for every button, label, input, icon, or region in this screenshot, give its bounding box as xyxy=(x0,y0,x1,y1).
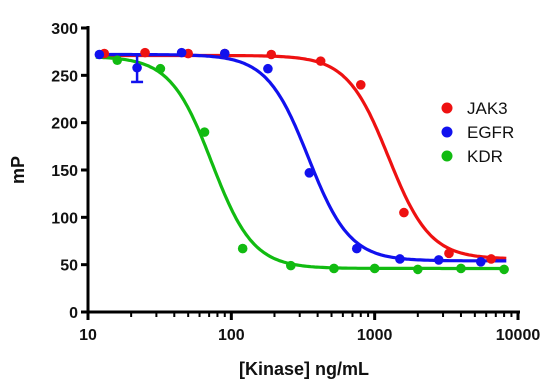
y-tick-label: 100 xyxy=(51,210,78,227)
axes: 0 50 100 150 200 250 300 10 100 1000 10000 xyxy=(51,21,540,344)
data-point-kdr xyxy=(456,263,466,274)
x-tick-label: 10 xyxy=(79,327,97,344)
data-point-kdr xyxy=(369,263,380,274)
data-point-kdr xyxy=(199,127,210,137)
fit-curve-kdr xyxy=(95,55,507,271)
y-tick-label: 300 xyxy=(51,21,78,38)
data-point-jak3 xyxy=(140,47,150,58)
legend-marker-jak3 xyxy=(441,102,453,114)
data-point-jak3 xyxy=(399,207,409,218)
data-point-jak3 xyxy=(355,80,366,90)
x-tick-label: 100 xyxy=(218,327,245,344)
legend-marker-kdr xyxy=(441,150,453,162)
data-point-egfr xyxy=(219,48,230,59)
data-point-jak3 xyxy=(486,254,496,264)
fit-curves xyxy=(95,52,507,271)
data-point-kdr xyxy=(329,263,339,274)
data-point-kdr xyxy=(413,264,423,275)
data-point-jak3 xyxy=(266,49,277,60)
legend-label: KDR xyxy=(467,147,503,166)
data-point-egfr xyxy=(433,255,444,265)
data-point-egfr xyxy=(263,63,273,74)
data-point-egfr xyxy=(132,62,142,73)
data-point-egfr xyxy=(351,243,362,254)
legend-marker-egfr xyxy=(441,126,453,138)
y-tick-label: 250 xyxy=(51,68,78,85)
y-tick-label: 50 xyxy=(60,258,78,275)
y-tick-label: 0 xyxy=(69,305,78,322)
data-point-kdr xyxy=(286,260,296,271)
data-point-egfr xyxy=(395,254,405,264)
data-point-kdr xyxy=(499,264,509,275)
x-tick-label: 1000 xyxy=(357,327,393,344)
y-tick-label: 150 xyxy=(51,163,78,180)
data-point-egfr xyxy=(304,168,315,178)
y-tick-label: 200 xyxy=(51,116,78,133)
data-point-jak3 xyxy=(444,248,454,259)
data-point-egfr xyxy=(475,257,486,267)
legend: JAK3 EGFR KDR xyxy=(441,99,514,166)
data-point-egfr xyxy=(94,49,105,60)
data-points xyxy=(94,47,509,275)
data-point-egfr xyxy=(176,47,187,58)
data-point-kdr xyxy=(155,63,166,74)
legend-label: JAK3 xyxy=(467,99,508,118)
y-axis-title: mP xyxy=(8,156,28,184)
legend-label: EGFR xyxy=(467,123,514,142)
data-point-kdr xyxy=(237,243,248,254)
x-tick-label: 10000 xyxy=(496,327,541,344)
x-axis-title: [Kinase] ng/mL xyxy=(239,359,369,379)
data-point-kdr xyxy=(112,55,123,65)
data-point-jak3 xyxy=(315,56,326,66)
